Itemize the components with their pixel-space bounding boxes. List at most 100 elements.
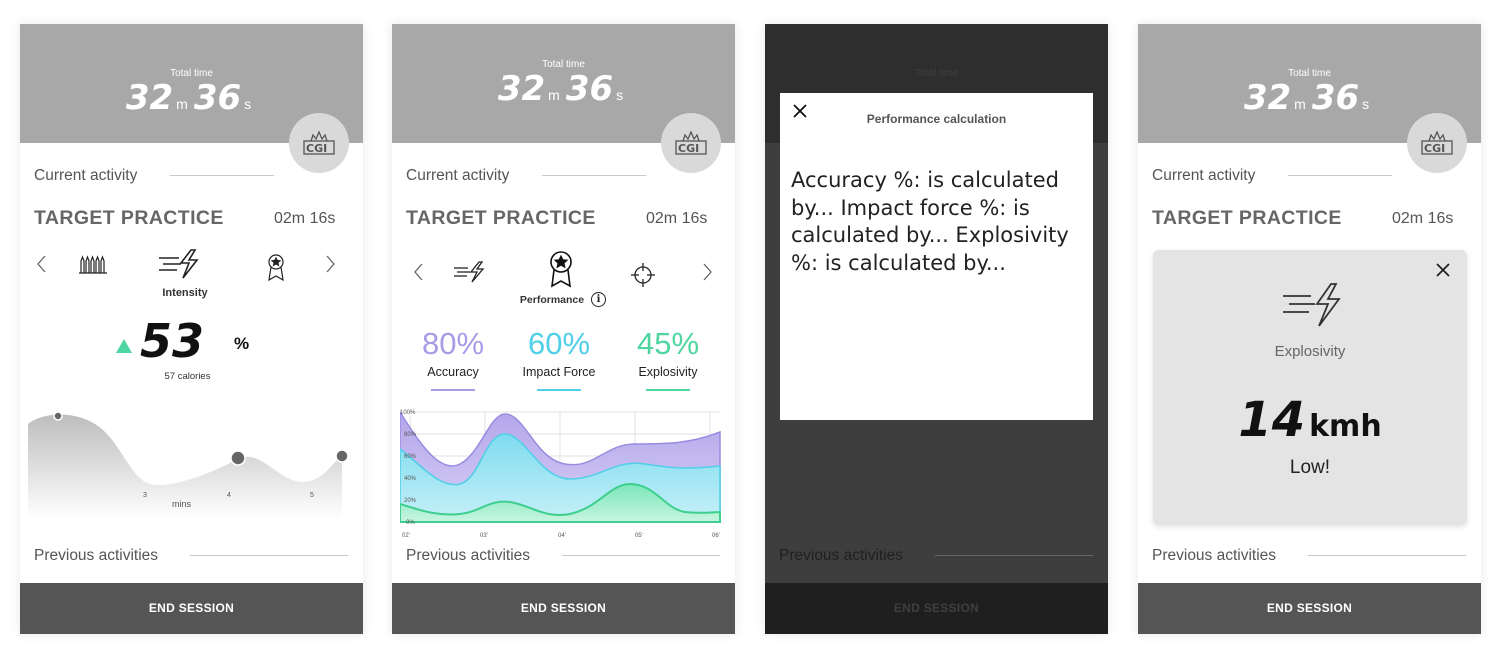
close-icon[interactable] (1433, 260, 1453, 280)
metric-label: Performance (519, 294, 585, 306)
seconds-unit: s (616, 87, 624, 103)
seconds-unit: s (244, 96, 252, 112)
end-session-button[interactable]: END SESSION (1138, 583, 1481, 634)
x-tick: 04' (558, 533, 566, 539)
intensity-unit: % (234, 334, 250, 353)
stat-name: Impact Force (522, 365, 596, 379)
y-tick: 60% (404, 454, 417, 460)
activity-name: TARGET PRACTICE (406, 207, 596, 229)
stat-impact-force[interactable]: 60% Impact Force (514, 326, 604, 391)
total-time-label: Total time (170, 68, 213, 79)
activity-time: 02m 16s (274, 210, 336, 227)
close-icon[interactable] (790, 101, 810, 121)
current-activity-label: Current activity (34, 167, 138, 184)
x-tick: 4 (227, 492, 231, 499)
data-point[interactable] (230, 450, 246, 466)
card-value: 14 kmh (1153, 392, 1467, 448)
minutes-unit: m (176, 96, 188, 112)
performance-chart: 100% 80% 60% 40% 20% 0% 02' 03' 04' 05' … (400, 410, 721, 539)
seconds-value: 36 (193, 78, 242, 118)
modal-body: Accuracy %: is calculated by... Impact f… (791, 168, 1069, 275)
divider (1288, 175, 1392, 176)
stat-underline (537, 389, 581, 391)
y-tick: 100% (400, 410, 416, 416)
award-icon[interactable] (266, 252, 286, 282)
svg-text:CGI: CGI (1424, 142, 1445, 155)
metric-label: Intensity (162, 287, 208, 299)
explosivity-icon (1283, 283, 1341, 327)
x-tick: 05' (635, 533, 643, 539)
screen-intensity: Total time 32 m 36 s CGI Current activity T… (20, 24, 363, 634)
stat-value: 45% (636, 326, 700, 361)
activity-time: 02m 16s (646, 210, 708, 227)
screen-performance-modal: Total time Previous activities END SESSI… (765, 24, 1108, 634)
previous-activities-label: Previous activities (406, 547, 531, 564)
x-tick: 3 (143, 492, 147, 499)
minutes-unit: m (548, 87, 560, 103)
intensity-value: 53 (140, 314, 205, 368)
explosivity-unit: kmh (1309, 409, 1382, 444)
seconds-value: 36 (1311, 78, 1360, 118)
chevron-right-icon[interactable] (322, 254, 338, 274)
y-tick: 80% (404, 432, 417, 438)
stat-explosivity[interactable]: 45% Explosivity (623, 326, 713, 391)
x-axis-label: mins (172, 499, 192, 509)
calories: 57 calories (164, 371, 211, 382)
divider (935, 555, 1093, 556)
seconds-unit: s (1362, 96, 1370, 112)
divider (170, 175, 274, 176)
performance-calculation-modal: Performance calculation Accuracy %: is c… (780, 93, 1093, 420)
y-tick: 40% (404, 476, 417, 482)
divider (1308, 555, 1466, 556)
intensity-chart: 3 4 5 mins (28, 411, 349, 519)
current-activity-label: Current activity (1152, 167, 1256, 184)
intensity-area (28, 414, 342, 519)
previous-activities-label: Previous activities (34, 547, 159, 564)
minutes-unit: m (1294, 96, 1306, 112)
info-icon[interactable]: i (591, 292, 606, 307)
previous-activities-label: Previous activities (1152, 547, 1277, 564)
total-time: 32 m 36 s (1138, 78, 1481, 118)
svg-text:CGI: CGI (306, 142, 327, 155)
activity-time: 02m 16s (1392, 210, 1454, 227)
seconds-value: 36 (565, 69, 614, 109)
data-point[interactable] (335, 449, 349, 463)
performance-award-icon[interactable] (547, 250, 575, 288)
stat-value: 80% (421, 326, 485, 361)
y-tick: 20% (404, 498, 417, 504)
stat-value: 60% (527, 326, 591, 361)
chevron-left-icon[interactable] (34, 254, 50, 274)
card-status: Low! (1289, 457, 1331, 478)
x-tick: 02' (402, 533, 410, 539)
total-time-label: Total time (1288, 68, 1331, 79)
explosivity-value: 14 (1238, 392, 1306, 448)
ammo-icon[interactable] (78, 253, 110, 275)
minutes-value: 32 (125, 78, 174, 118)
modal-title: Performance calculation (866, 112, 1007, 126)
chevron-right-icon[interactable] (699, 262, 715, 282)
stat-underline (431, 389, 475, 391)
stat-name: Explosivity (638, 365, 698, 379)
total-time: 32 m 36 s (392, 69, 735, 109)
logo-icon[interactable]: CGI (661, 113, 721, 173)
trend-up-icon (116, 339, 132, 353)
intensity-icon[interactable] (452, 260, 486, 284)
data-point[interactable] (53, 411, 63, 421)
stat-accuracy[interactable]: 80% Accuracy (408, 326, 498, 391)
stat-name: Accuracy (427, 365, 479, 379)
logo-icon[interactable]: CGI (1407, 113, 1467, 173)
card-title: Explosivity (1274, 343, 1346, 360)
x-tick: 5 (310, 492, 314, 499)
minutes-value: 32 (497, 69, 546, 109)
logo-icon[interactable]: CGI (289, 113, 349, 173)
crosshair-icon[interactable] (630, 262, 656, 288)
end-session-button[interactable]: END SESSION (392, 583, 735, 634)
screen-explosivity: Total time 32 m 36 s CGI Current activity T… (1138, 24, 1481, 634)
stat-underline (646, 389, 690, 391)
header: Total time 32 m 36 s (20, 24, 363, 143)
minutes-value: 32 (1243, 78, 1292, 118)
end-session-button[interactable]: END SESSION (20, 583, 363, 634)
chevron-left-icon[interactable] (411, 262, 427, 282)
y-tick: 0% (406, 520, 415, 526)
intensity-icon[interactable] (157, 248, 201, 280)
